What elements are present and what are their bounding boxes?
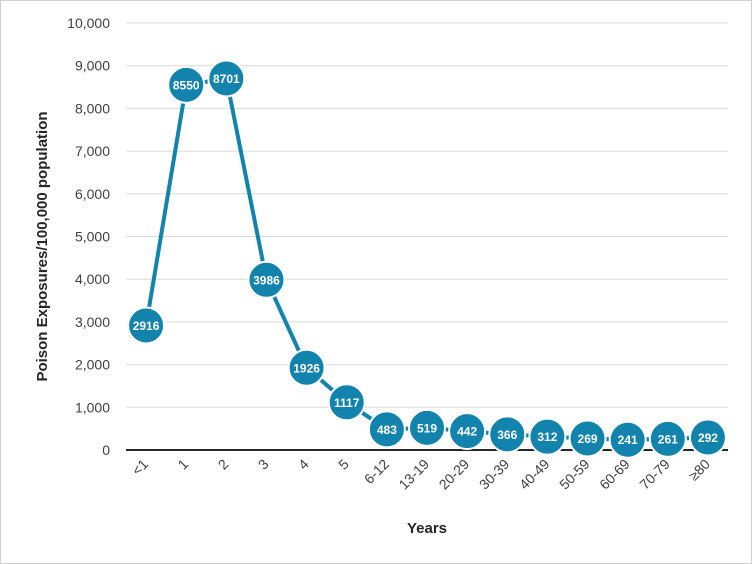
data-point[interactable] — [327, 383, 366, 422]
x-tick-label: 5 — [335, 456, 352, 473]
data-label: 519 — [417, 421, 437, 435]
x-tick-label: ≥80 — [685, 456, 713, 484]
y-tick-label: 9,000 — [75, 58, 110, 74]
data-label: 442 — [457, 425, 477, 439]
y-tick-label: 5,000 — [75, 229, 110, 245]
data-label: 366 — [497, 428, 517, 442]
y-tick-label: 6,000 — [75, 186, 110, 202]
y-tick-label: 7,000 — [75, 143, 110, 159]
y-tick-label: 2,000 — [75, 357, 110, 373]
x-tick-label: 20-29 — [436, 456, 473, 493]
y-tick-label: 10,000 — [67, 15, 110, 31]
data-point[interactable] — [528, 417, 567, 456]
data-label: 3986 — [253, 273, 280, 287]
x-tick-label: 13-19 — [395, 456, 432, 493]
data-label: 1117 — [334, 396, 360, 410]
y-tick-label: 8,000 — [75, 100, 110, 116]
x-tick-label: 2 — [215, 456, 232, 473]
data-point[interactable] — [608, 420, 647, 459]
x-tick-label: 70-79 — [636, 456, 673, 493]
data-point[interactable] — [648, 419, 687, 458]
x-tick-label: 4 — [295, 456, 312, 473]
data-label: 1926 — [293, 361, 320, 375]
y-tick-label: 4,000 — [75, 271, 110, 287]
data-point[interactable] — [367, 410, 406, 449]
data-label: 261 — [658, 432, 678, 446]
y-axis-ticks: 0 1,000 2,000 3,000 4,000 5,000 6,000 7,000 8,00… — [67, 15, 110, 458]
x-tick-label: 50-59 — [556, 456, 593, 493]
data-label: 8701 — [213, 72, 240, 86]
data-label: 483 — [377, 423, 397, 437]
data-label: 269 — [578, 432, 598, 446]
y-tick-label: 0 — [102, 442, 110, 458]
data-label: 292 — [698, 431, 718, 445]
x-tick-label: 1 — [174, 456, 191, 473]
data-point[interactable] — [207, 59, 246, 98]
x-tick-label: 60-69 — [596, 456, 633, 493]
data-label: 241 — [618, 433, 638, 447]
data-point[interactable] — [448, 412, 487, 451]
x-axis-ticks: <1 1 2 3 4 5 6-12 13-19 20-29 30-39 40-49 50-59 60-6… — [129, 456, 714, 493]
data-point[interactable] — [247, 260, 286, 299]
data-label: 8550 — [173, 78, 200, 92]
data-label: 2916 — [133, 319, 160, 333]
y-tick-label: 1,000 — [75, 399, 110, 415]
series-line — [144, 76, 708, 442]
data-label: 312 — [537, 430, 557, 444]
x-tick-label: 30-39 — [476, 456, 513, 493]
data-point[interactable] — [688, 418, 727, 457]
y-axis-title: Poison Exposures/100,000 population — [34, 111, 51, 381]
x-tick-label: 6-12 — [361, 456, 392, 487]
data-point[interactable] — [488, 415, 527, 454]
x-tick-label: 40-49 — [516, 456, 553, 493]
data-point[interactable] — [568, 419, 607, 458]
x-tick-label: 3 — [255, 456, 272, 473]
gridlines — [126, 22, 728, 408]
x-tick-label: <1 — [129, 456, 152, 479]
data-point[interactable] — [408, 408, 446, 447]
y-tick-label: 3,000 — [75, 314, 110, 330]
x-axis-title: Years — [407, 520, 447, 537]
data-point[interactable] — [167, 65, 206, 104]
data-points: 2916 8550 8701 3986 1926 1117 483 519 442 366 312 2… — [127, 59, 727, 459]
data-point[interactable] — [127, 306, 166, 345]
data-point[interactable] — [287, 348, 326, 387]
